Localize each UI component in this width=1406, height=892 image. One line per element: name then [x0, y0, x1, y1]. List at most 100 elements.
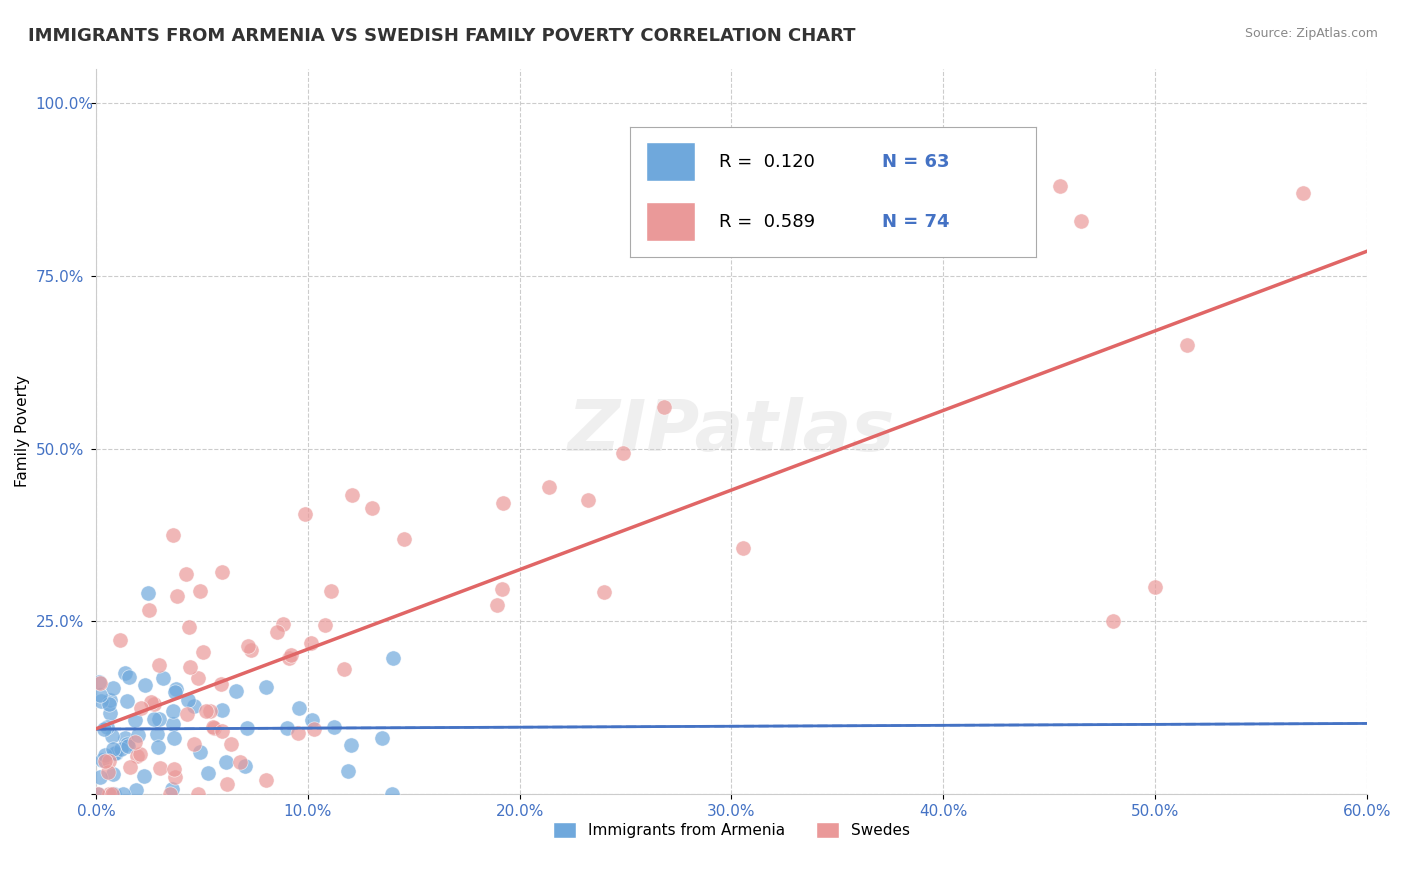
Point — [211, 724, 233, 739]
Point — [1292, 186, 1315, 200]
Point — [165, 681, 187, 696]
Point — [200, 704, 222, 718]
Point — [538, 480, 561, 494]
Point — [183, 699, 205, 714]
Point — [142, 698, 165, 712]
Point — [125, 748, 148, 763]
Point — [96, 764, 118, 779]
Point — [394, 533, 416, 547]
Point — [202, 719, 225, 733]
Point — [142, 712, 165, 726]
Y-axis label: Family Poverty: Family Poverty — [15, 376, 30, 487]
Point — [731, 541, 754, 555]
Point — [149, 761, 172, 775]
Point — [187, 671, 209, 685]
Point — [114, 666, 136, 681]
Point — [333, 662, 356, 676]
Point — [322, 720, 344, 734]
Point — [219, 737, 242, 751]
Point — [163, 762, 186, 776]
Point — [486, 598, 509, 612]
Point — [191, 645, 214, 659]
Point — [111, 787, 134, 801]
Point — [127, 728, 149, 742]
Point — [87, 787, 110, 801]
Point — [302, 722, 325, 736]
Point — [273, 617, 295, 632]
Point — [1049, 178, 1071, 193]
Point — [146, 727, 169, 741]
Point — [146, 739, 169, 754]
Point — [118, 760, 141, 774]
Point — [93, 722, 115, 736]
Point — [87, 787, 110, 801]
Point — [235, 758, 257, 772]
Point — [159, 787, 181, 801]
Point — [166, 589, 188, 603]
Point — [492, 496, 515, 510]
Point — [1101, 614, 1123, 628]
Point — [256, 772, 278, 787]
Point — [162, 717, 184, 731]
Point — [90, 694, 112, 708]
Point — [188, 745, 211, 759]
Point — [162, 528, 184, 542]
Point — [129, 747, 152, 762]
Point — [1175, 338, 1198, 352]
Point — [124, 713, 146, 727]
Point — [491, 582, 513, 596]
Point — [177, 620, 200, 634]
Point — [288, 700, 311, 714]
Point — [225, 684, 247, 698]
Point — [211, 566, 233, 580]
Point — [163, 771, 186, 785]
Point — [240, 643, 263, 657]
Point — [165, 685, 187, 699]
Point — [93, 748, 115, 763]
Point — [101, 681, 124, 695]
Point — [148, 657, 170, 672]
Point — [287, 725, 309, 739]
Point — [152, 671, 174, 685]
Point — [301, 713, 323, 727]
Point — [174, 566, 197, 581]
Point — [117, 739, 139, 753]
Point — [294, 507, 316, 521]
Point — [209, 677, 232, 691]
Point — [183, 737, 205, 751]
Point — [314, 617, 336, 632]
Point — [89, 688, 111, 702]
Point — [215, 755, 238, 769]
Point — [118, 670, 141, 684]
Point — [179, 660, 201, 674]
Point — [163, 731, 186, 746]
Point — [132, 769, 155, 783]
Point — [280, 648, 302, 662]
Point — [94, 754, 117, 768]
Text: ZIPatlas: ZIPatlas — [568, 397, 896, 466]
Point — [87, 674, 110, 689]
Point — [139, 695, 162, 709]
Point — [105, 747, 128, 761]
Point — [124, 735, 146, 749]
Point — [197, 765, 219, 780]
Point — [202, 721, 225, 735]
Point — [125, 783, 148, 797]
Point — [97, 787, 120, 801]
Point — [576, 492, 599, 507]
Point — [381, 787, 404, 801]
Point — [138, 603, 160, 617]
Point — [176, 706, 198, 721]
Point — [276, 721, 298, 735]
Point — [188, 584, 211, 599]
Point — [96, 720, 118, 734]
Point — [336, 764, 359, 778]
Point — [89, 676, 111, 690]
Point — [1143, 580, 1166, 594]
Point — [177, 693, 200, 707]
Point — [98, 754, 121, 768]
Point — [342, 488, 364, 502]
Point — [110, 741, 132, 756]
Point — [254, 681, 277, 695]
Point — [277, 651, 299, 665]
